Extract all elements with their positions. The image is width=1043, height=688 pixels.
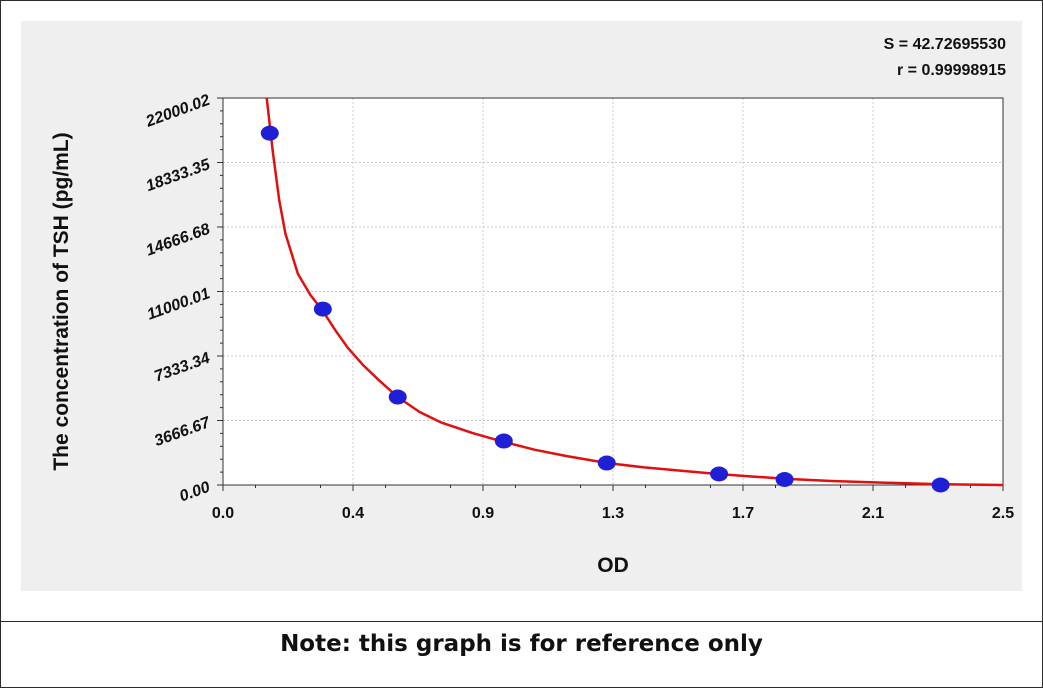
data-point bbox=[313, 301, 332, 317]
y-tick-label: 14666.68 bbox=[144, 221, 213, 260]
data-point bbox=[388, 389, 407, 405]
x-tick-label: 0.0 bbox=[212, 505, 234, 522]
stat-r-value: r = 0.99998915 bbox=[897, 62, 1006, 79]
data-point bbox=[710, 466, 729, 482]
y-tick-label: 18333.35 bbox=[144, 156, 214, 195]
data-point bbox=[931, 477, 950, 493]
y-tick-label: 7333.34 bbox=[152, 350, 212, 386]
data-point bbox=[775, 472, 794, 488]
x-tick-label: 2.1 bbox=[862, 505, 884, 522]
x-tick-label: 0.9 bbox=[472, 505, 494, 522]
data-point bbox=[260, 125, 279, 141]
reference-note: Note: this graph is for reference only bbox=[280, 631, 763, 657]
grid-lines bbox=[223, 98, 1003, 485]
stat-s-value: S = 42.72695530 bbox=[884, 36, 1006, 53]
y-tick-labels: 0.00 3666.67 7333.34 11000.01 14666.68 18333.… bbox=[143, 92, 213, 506]
x-tick-label: 0.4 bbox=[342, 505, 364, 522]
y-axis-title: The concentration of TSH (pg/mL) bbox=[50, 132, 73, 470]
x-tick-label: 1.3 bbox=[602, 505, 624, 522]
standard-curve-chart: 0.0 0.4 0.9 1.3 1.7 2.1 2.5 0.00 3666.67 7333.34… bbox=[50, 36, 1014, 577]
series-layer bbox=[260, 97, 1004, 493]
x-tick-label: 1.7 bbox=[732, 505, 754, 522]
data-point bbox=[597, 455, 616, 471]
data-point bbox=[494, 433, 513, 449]
axis-ticks bbox=[217, 97, 1004, 491]
y-tick-label: 11000.01 bbox=[145, 285, 213, 323]
x-tick-labels: 0.0 0.4 0.9 1.3 1.7 2.1 2.5 bbox=[212, 505, 1014, 522]
x-axis-title: OD bbox=[597, 554, 629, 577]
footer-divider bbox=[1, 621, 1042, 622]
x-tick-label: 2.5 bbox=[992, 505, 1014, 522]
y-tick-label: 0.00 bbox=[177, 479, 212, 506]
y-tick-label: 3666.67 bbox=[152, 414, 213, 450]
y-tick-label: 22000.02 bbox=[143, 92, 213, 131]
fitted-curve bbox=[265, 97, 1004, 487]
